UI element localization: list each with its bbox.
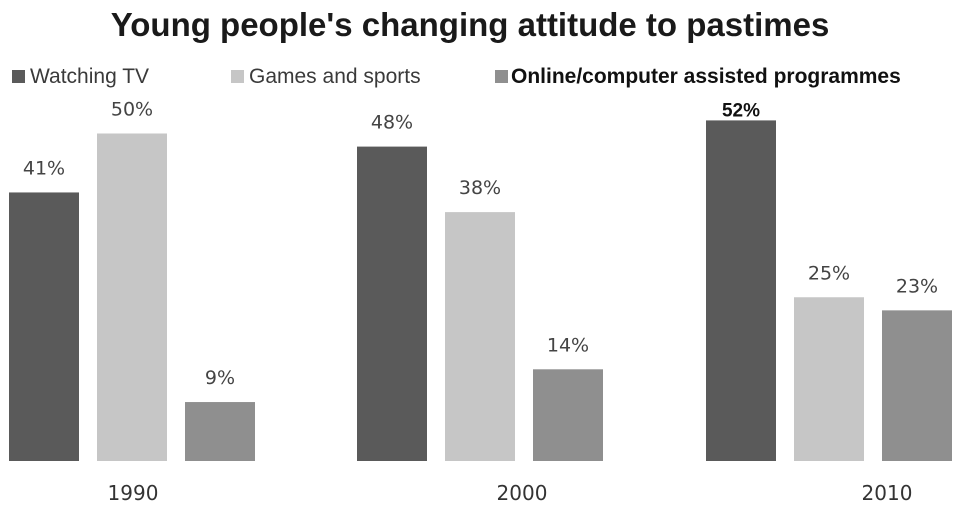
bar-2000-games-and-sports <box>445 212 515 461</box>
data-label-2000-games-and-sports: 38% <box>459 177 501 199</box>
data-label-1990-watching-tv: 41% <box>23 157 65 179</box>
legend-swatch-online-computer <box>495 70 508 83</box>
bar-2010-watching-tv <box>706 120 776 462</box>
legend-label-online-computer: Online/computer assisted programmes <box>511 65 901 88</box>
category-label-1990: 1990 <box>108 481 159 505</box>
legend-label-games-and-sports: Games and sports <box>249 65 421 88</box>
legend: Watching TV Games and sports Online/comp… <box>12 65 901 88</box>
data-label-2010-online-computer-assisted-programmes: 23% <box>896 275 938 297</box>
bar-1990-watching-tv <box>9 192 79 461</box>
category-label-2000: 2000 <box>497 481 548 505</box>
legend-swatch-games-and-sports <box>231 70 244 83</box>
category-labels-group: 1990 2000 2010 <box>108 481 913 505</box>
data-label-2000-watching-tv: 48% <box>371 112 413 134</box>
chart-title: Young people's changing attitude to past… <box>111 6 830 43</box>
bar-2000-watching-tv <box>357 146 427 461</box>
bar-2000-online-computer-assisted-programmes <box>533 369 603 461</box>
bars-group <box>9 120 952 462</box>
bar-1990-online-computer-assisted-programmes <box>185 402 255 461</box>
data-label-2000-online-computer-assisted-programmes: 14% <box>547 334 589 356</box>
data-label-1990-online-computer-assisted-programmes: 9% <box>205 367 235 389</box>
bar-2010-games-and-sports <box>794 297 864 461</box>
legend-swatch-watching-tv <box>12 70 25 83</box>
data-label-2010-watching-tv: 52% <box>722 100 760 121</box>
bar-2010-online-computer-assisted-programmes <box>882 310 952 461</box>
data-label-2010-games-and-sports: 25% <box>808 262 850 284</box>
category-label-2010: 2010 <box>862 481 913 505</box>
data-label-1990-games-and-sports: 50% <box>111 99 153 121</box>
data-labels-group: 41% 50% 9% 48% 38% 14% 52% 25% 23% <box>23 99 938 390</box>
bar-1990-games-and-sports <box>97 133 167 461</box>
legend-label-watching-tv: Watching TV <box>30 65 149 88</box>
